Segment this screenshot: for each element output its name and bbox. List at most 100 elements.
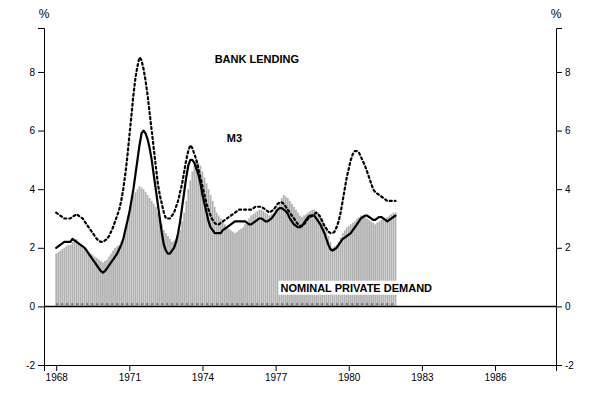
bar (250, 216, 252, 307)
tick: -2 (26, 360, 44, 371)
plot-area (44, 57, 556, 306)
tick-label: 2 (29, 242, 35, 253)
bar (126, 224, 128, 306)
bar (210, 195, 212, 306)
tick: 0 (556, 301, 571, 312)
bar (82, 248, 84, 307)
tick: 1983 (411, 365, 434, 383)
line (56, 131, 395, 273)
y-axis-label: % (39, 7, 50, 21)
annotation: NOMINAL PRIVATE DEMAND (278, 281, 434, 295)
bar (222, 221, 224, 306)
bar (88, 252, 90, 306)
tick: 1977 (265, 365, 288, 383)
bar (338, 242, 340, 306)
tick-mark (556, 306, 562, 307)
bar (84, 249, 86, 306)
bar (198, 163, 200, 307)
bar (76, 239, 78, 306)
tick-mark (38, 131, 44, 132)
tick-mark (38, 72, 44, 73)
annotation: BANK LENDING (213, 52, 301, 66)
axis-domain (38, 29, 45, 366)
tick: -2 (556, 360, 574, 371)
bar (230, 230, 232, 306)
tick-label: -2 (26, 360, 35, 371)
bar (193, 166, 195, 307)
bar (70, 245, 72, 307)
tick-mark (202, 365, 203, 371)
annotation: M3 (225, 131, 244, 145)
bar (153, 204, 155, 307)
bar (238, 230, 240, 306)
tick-label: 6 (29, 125, 35, 136)
annotation-text: BANK LENDING (215, 53, 299, 65)
tick: 0 (29, 301, 44, 312)
bar (191, 172, 193, 307)
bar (196, 160, 198, 307)
bar (128, 213, 130, 307)
bar (143, 189, 145, 306)
bar (244, 224, 246, 306)
y-axis: -202468 (26, 29, 44, 371)
bar (72, 242, 74, 306)
tick-mark (556, 72, 562, 73)
bar (177, 236, 179, 306)
tick-label: 1968 (46, 372, 69, 383)
bar (141, 188, 143, 307)
annotation-text: M3 (227, 132, 242, 144)
tick-mark (422, 365, 423, 371)
bar (159, 218, 161, 306)
bar (232, 232, 234, 307)
tick-label: 1980 (338, 372, 361, 383)
annotation-background (213, 52, 301, 66)
tick-label: 1986 (484, 372, 507, 383)
bar (263, 211, 265, 306)
tick-label: 0 (565, 301, 571, 312)
bar (169, 239, 171, 306)
bar (236, 232, 238, 307)
bar (340, 238, 342, 307)
tick-mark (556, 131, 562, 132)
annotation-background (278, 281, 434, 295)
tick: 1974 (192, 365, 215, 383)
bar (246, 221, 248, 306)
tick: 6 (29, 125, 44, 136)
tick: 1986 (484, 365, 507, 383)
tick-mark (38, 306, 44, 307)
bar (342, 233, 344, 306)
bar (86, 251, 88, 307)
bar (63, 248, 65, 307)
bar (254, 213, 256, 307)
tick-mark (56, 365, 57, 371)
bar (183, 213, 185, 307)
bar (167, 236, 169, 306)
bar (212, 201, 214, 306)
tick: 6 (556, 125, 571, 136)
bar (261, 210, 263, 307)
bar (248, 218, 250, 306)
annotation-text: NOMINAL PRIVATE DEMAND (280, 282, 432, 294)
bar (157, 213, 159, 307)
tick-mark (495, 365, 496, 371)
bar (133, 195, 135, 306)
chart-svg: 1968197119741977198019831986-202468-2024… (0, 0, 600, 395)
y2-axis-label: % (551, 7, 562, 21)
annotations: BANK LENDING M3 NOMINAL PRIVATE DEMAND (213, 52, 434, 295)
tick-mark (556, 365, 562, 366)
bar (259, 210, 261, 307)
bar (100, 261, 102, 306)
bar (273, 213, 275, 307)
tick-label: -2 (565, 360, 574, 371)
tick-mark (556, 248, 562, 249)
tick-label: 6 (565, 125, 571, 136)
bar (228, 229, 230, 307)
y2-axis: -202468 (556, 29, 574, 371)
bar (131, 204, 133, 307)
bar (275, 210, 277, 307)
bar (185, 201, 187, 306)
bar (267, 214, 269, 306)
bar (189, 180, 191, 306)
bar (226, 227, 228, 306)
bar (334, 246, 336, 306)
